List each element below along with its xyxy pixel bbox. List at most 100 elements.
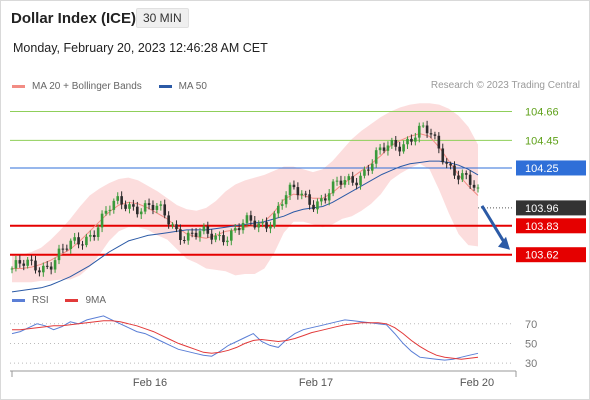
candle-body	[343, 180, 347, 185]
candle-body	[210, 233, 214, 240]
legend-label: 9MA	[85, 295, 107, 306]
legend-swatch	[65, 299, 79, 302]
candle-body	[69, 240, 73, 250]
forecast-arrow-shaft	[480, 205, 507, 245]
candle-body	[414, 137, 417, 142]
candle-body	[449, 163, 452, 166]
candle-body	[390, 140, 394, 146]
candle-body	[468, 174, 472, 185]
candle-body	[398, 146, 401, 152]
candle-body	[386, 145, 390, 151]
candle-body	[214, 235, 217, 240]
candle-body	[206, 226, 210, 234]
candle-body	[226, 240, 229, 243]
bollinger-band	[12, 103, 478, 283]
last-price-tag	[516, 200, 586, 216]
rsi-line	[11, 315, 479, 361]
candle-body	[96, 227, 100, 238]
candle-body	[269, 226, 272, 229]
candle-body	[284, 195, 288, 205]
candle-body	[265, 222, 268, 229]
candle-body	[363, 169, 366, 176]
candle-body	[89, 234, 92, 237]
level-label-104.45: 104.45	[525, 135, 559, 147]
candle-body	[233, 228, 237, 231]
candle-body	[18, 260, 22, 264]
candle-body	[374, 150, 378, 164]
candle-body	[218, 235, 221, 237]
candle-body	[347, 176, 351, 181]
candle-body	[316, 201, 319, 210]
ma50-line	[11, 160, 479, 293]
legend-label: RSI	[32, 295, 49, 306]
level-tag-104.25	[516, 160, 586, 176]
candle-body	[100, 213, 104, 228]
candle-body	[351, 176, 354, 183]
candle-body	[441, 148, 445, 163]
rsi-legend: RSI 9MA	[12, 294, 120, 306]
candle-body	[194, 232, 198, 237]
candle-body	[304, 193, 307, 195]
candle-body	[300, 193, 304, 196]
candle-body	[132, 204, 135, 207]
candle-body	[323, 198, 327, 201]
candle-body	[273, 213, 276, 227]
candle-body	[45, 265, 49, 267]
candle-body	[10, 268, 14, 270]
candle-body	[453, 165, 456, 176]
legend-swatch	[158, 85, 172, 88]
candle-body	[312, 204, 315, 210]
candle-body	[241, 222, 245, 231]
candle-body	[433, 134, 437, 136]
candle-body	[457, 175, 460, 180]
candle-body	[179, 229, 182, 241]
candle-body	[22, 263, 26, 266]
candle-body	[249, 215, 253, 221]
candle-body	[163, 204, 167, 216]
rsi-tick-label: 50	[525, 338, 537, 350]
candle-body	[128, 204, 131, 209]
candle-body	[370, 163, 374, 171]
candle-body	[320, 198, 323, 202]
candle-body	[108, 209, 112, 211]
candle-body	[402, 144, 405, 152]
candle-body	[378, 147, 382, 151]
instrument-title: Dollar Index (ICE)	[11, 10, 137, 27]
candle-body	[120, 196, 123, 205]
x-tick-label: Feb 17	[299, 377, 333, 389]
candle-body	[229, 230, 233, 241]
level-tag-103.83	[516, 218, 586, 234]
candle-body	[159, 204, 163, 206]
candle-body	[112, 200, 116, 210]
candle-body	[410, 138, 413, 142]
candle-body	[151, 204, 155, 210]
candle-body	[367, 169, 370, 171]
candle-body	[61, 248, 65, 250]
chart-header: Dollar Index (ICE) 30 MIN	[0, 0, 590, 36]
candle-body	[308, 194, 311, 205]
legend-swatch	[12, 299, 25, 302]
level-label-103.83: 103.83	[525, 221, 559, 233]
candle-body	[237, 228, 241, 231]
candle-body	[382, 147, 386, 151]
candle-body	[124, 204, 127, 209]
candle-body	[464, 173, 468, 175]
candlesticks	[10, 120, 480, 277]
candle-body	[65, 248, 69, 250]
research-credit: Research © 2023 Trading Central	[430, 80, 580, 91]
candle-body	[147, 203, 151, 205]
legend-item-ma20: MA 20 + Bollinger Bands	[12, 81, 142, 92]
candle-body	[198, 231, 202, 237]
level-label-103.62: 103.62	[525, 250, 559, 262]
price-legend: MA 20 + Bollinger Bands MA 50	[12, 80, 221, 92]
forecast-arrow-head	[498, 236, 510, 250]
candle-body	[288, 184, 292, 196]
candle-body	[92, 234, 96, 238]
level-label-104.25: 104.25	[525, 163, 559, 175]
timeframe-badge[interactable]: 30 MIN	[136, 8, 189, 28]
candle-body	[335, 180, 339, 182]
level-tag-103.62	[516, 247, 586, 263]
candle-body	[296, 187, 300, 196]
candle-body	[472, 184, 476, 188]
